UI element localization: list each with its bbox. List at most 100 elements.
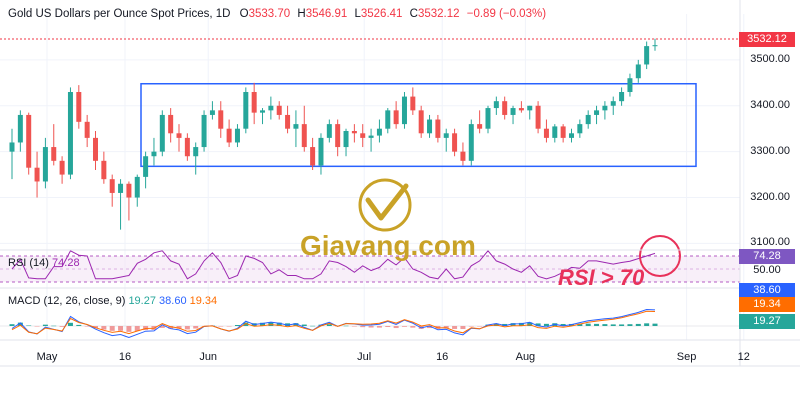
candle[interactable] [518, 101, 524, 113]
candle[interactable] [318, 133, 324, 175]
macd-hist-bar [368, 326, 374, 328]
macd-line-value: 38.60 [159, 295, 187, 307]
candle-body [184, 137, 190, 157]
candle[interactable] [9, 128, 15, 180]
candle[interactable] [251, 82, 257, 125]
macd-label[interactable]: MACD (12, 26, close, 9) [8, 295, 126, 307]
candle[interactable] [485, 105, 491, 134]
candle[interactable] [310, 137, 316, 170]
candle[interactable] [535, 101, 541, 134]
candle[interactable] [109, 174, 115, 207]
candle[interactable] [627, 73, 633, 97]
candle[interactable] [577, 119, 583, 138]
candle[interactable] [385, 108, 391, 134]
macd-signal-badge: 38.60 [739, 283, 795, 298]
candle[interactable] [477, 110, 483, 134]
candle[interactable] [268, 96, 274, 120]
candle-body [84, 121, 90, 138]
candle[interactable] [652, 38, 658, 51]
candle-body [134, 176, 140, 198]
candle[interactable] [67, 87, 73, 180]
candle[interactable] [468, 119, 474, 166]
candles[interactable] [9, 38, 658, 230]
candle[interactable] [101, 151, 107, 184]
candle[interactable] [243, 87, 249, 134]
candle[interactable] [168, 108, 174, 143]
candle[interactable] [594, 105, 600, 125]
candle[interactable] [159, 110, 165, 157]
candle[interactable] [209, 101, 215, 120]
candle[interactable] [401, 92, 407, 129]
candle[interactable] [134, 174, 140, 207]
candle[interactable] [427, 114, 433, 138]
candle-body [218, 110, 224, 129]
candle[interactable] [193, 142, 199, 175]
candle[interactable] [368, 128, 374, 152]
candle[interactable] [560, 124, 566, 143]
candle[interactable] [343, 128, 349, 157]
candle[interactable] [543, 119, 549, 143]
candle[interactable] [234, 124, 240, 148]
candle[interactable] [226, 119, 232, 148]
candle[interactable] [276, 101, 282, 120]
rsi-highlight-circle [639, 235, 681, 277]
candle[interactable] [301, 105, 307, 152]
rsi-label[interactable]: RSI (14) [8, 257, 49, 269]
candle[interactable] [493, 96, 499, 115]
candle[interactable] [76, 85, 82, 129]
symbol-title[interactable]: Gold US Dollars per Ounce Spot Prices, 1… [8, 8, 231, 20]
candle[interactable] [218, 101, 224, 138]
candle[interactable] [585, 110, 591, 129]
time-tick-label: May [36, 351, 58, 363]
candle[interactable] [34, 151, 40, 198]
candle[interactable] [393, 101, 399, 129]
candle-body [176, 133, 182, 138]
candle[interactable] [410, 87, 416, 115]
candle[interactable] [602, 101, 608, 120]
candle[interactable] [435, 114, 441, 143]
candle[interactable] [552, 124, 558, 143]
candle[interactable] [460, 142, 466, 166]
candle[interactable] [42, 137, 48, 189]
candle[interactable] [285, 105, 291, 134]
watermark-text: Giavang.com [300, 230, 476, 261]
candle[interactable] [568, 128, 574, 143]
candle[interactable] [293, 110, 299, 148]
watermark-logo [358, 178, 412, 232]
candle[interactable] [93, 131, 99, 170]
candle[interactable] [326, 119, 332, 143]
grid [0, 14, 745, 340]
macd-hist-bar [310, 325, 316, 327]
candle[interactable] [335, 119, 341, 157]
candle[interactable] [184, 133, 190, 161]
candle[interactable] [610, 96, 616, 115]
candle[interactable] [17, 110, 23, 152]
candle-body [343, 131, 349, 148]
candle[interactable] [201, 110, 207, 152]
candle[interactable] [644, 41, 650, 70]
candle[interactable] [443, 128, 449, 152]
candle[interactable] [151, 137, 157, 166]
candle[interactable] [502, 96, 508, 120]
candle[interactable] [51, 124, 57, 166]
candle[interactable] [635, 59, 641, 83]
candle[interactable] [176, 124, 182, 152]
candle[interactable] [260, 108, 266, 125]
candle[interactable] [126, 181, 132, 221]
candle[interactable] [452, 128, 458, 157]
candle[interactable] [26, 112, 32, 175]
candle[interactable] [376, 119, 382, 143]
candle[interactable] [527, 105, 533, 120]
candle[interactable] [619, 87, 625, 106]
candle[interactable] [510, 105, 516, 125]
candle[interactable] [118, 179, 124, 230]
candle[interactable] [351, 124, 357, 143]
candle[interactable] [84, 114, 90, 148]
candle-body [393, 110, 399, 125]
candle[interactable] [143, 151, 149, 189]
macd-hist-bar [193, 326, 199, 329]
candle[interactable] [418, 105, 424, 138]
candle[interactable] [360, 124, 366, 148]
candle[interactable] [59, 156, 65, 184]
